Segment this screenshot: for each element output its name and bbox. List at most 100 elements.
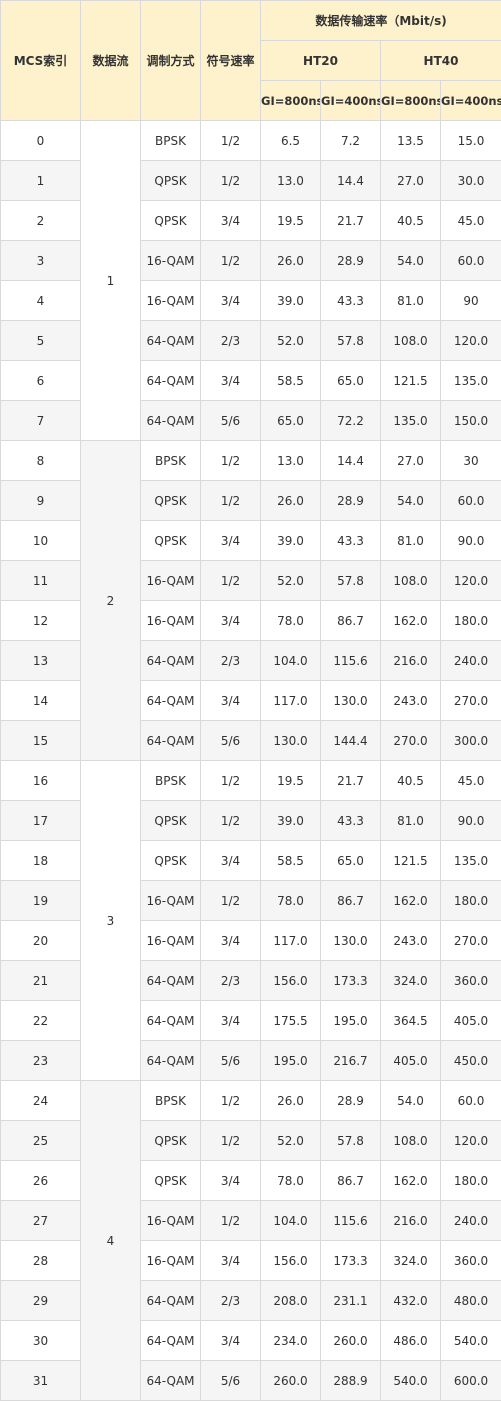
cell-modulation: 16-QAM <box>140 920 201 961</box>
cell-mcs-index: 8 <box>0 440 81 481</box>
cell-ht40-gi400: 30.0 <box>439 160 501 201</box>
cell-ht40-gi400: 15.0 <box>439 120 501 161</box>
cell-ht40-gi800: 216.0 <box>380 640 441 681</box>
cell-ht20-gi800: 19.5 <box>260 200 321 241</box>
cell-ht40-gi800: 324.0 <box>380 1240 441 1281</box>
cell-ht40-gi800: 13.5 <box>380 120 441 161</box>
cell-ht20-gi800: 39.0 <box>260 280 321 321</box>
cell-ht20-gi400: 86.7 <box>320 880 381 921</box>
table-header: MCS索引 数据流 调制方式 符号速率 数据传输速率（Mbit/s) HT20 … <box>0 0 501 121</box>
cell-coding-rate: 1/2 <box>200 1200 261 1241</box>
table-row: 3 16-QAM 1/2 26.0 28.9 54.0 60.0 <box>0 240 501 281</box>
table-row: 7 64-QAM 5/6 65.0 72.2 135.0 150.0 <box>0 400 501 441</box>
cell-mcs-index: 16 <box>0 760 81 801</box>
cell-ht20-gi400: 28.9 <box>320 240 381 281</box>
cell-modulation: QPSK <box>140 800 201 841</box>
cell-ht20-gi800: 26.0 <box>260 240 321 281</box>
cell-coding-rate: 2/3 <box>200 320 261 361</box>
table-row: 11 16-QAM 1/2 52.0 57.8 108.0 120.0 <box>0 560 501 601</box>
cell-ht40-gi400: 240.0 <box>439 1200 501 1241</box>
cell-ht40-gi400: 600.0 <box>439 1360 501 1401</box>
cell-coding-rate: 3/4 <box>200 600 261 641</box>
cell-modulation: 16-QAM <box>140 880 201 921</box>
cell-ht20-gi400: 28.9 <box>320 480 381 521</box>
cell-ht40-gi800: 364.5 <box>380 1000 441 1041</box>
cell-modulation: 64-QAM <box>140 320 201 361</box>
cell-ht40-gi800: 486.0 <box>380 1320 441 1361</box>
table-row: 25 QPSK 1/2 52.0 57.8 108.0 120.0 <box>0 1120 501 1161</box>
cell-ht40-gi400: 135.0 <box>439 840 501 881</box>
cell-ht20-gi400: 173.3 <box>320 960 381 1001</box>
cell-mcs-index: 27 <box>0 1200 81 1241</box>
table-row: 27 16-QAM 1/2 104.0 115.6 216.0 240.0 <box>0 1200 501 1241</box>
cell-ht40-gi400: 540.0 <box>439 1320 501 1361</box>
table-row: 1 QPSK 1/2 13.0 14.4 27.0 30.0 <box>0 160 501 201</box>
table-row: 24 4 BPSK 1/2 26.0 28.9 54.0 60.0 <box>0 1080 501 1401</box>
header-data-rate: 数据传输速率（Mbit/s) <box>259 0 501 41</box>
cell-ht40-gi400: 270.0 <box>439 680 501 721</box>
cell-ht40-gi400: 180.0 <box>439 880 501 921</box>
cell-ht40-gi800: 54.0 <box>380 240 441 281</box>
cell-ht20-gi800: 234.0 <box>260 1320 321 1361</box>
cell-modulation: BPSK <box>140 1080 201 1121</box>
cell-ht20-gi800: 156.0 <box>260 960 321 1001</box>
cell-modulation: BPSK <box>140 440 201 481</box>
cell-ht40-gi800: 162.0 <box>380 880 441 921</box>
cell-coding-rate: 3/4 <box>200 840 261 881</box>
cell-ht20-gi400: 195.0 <box>320 1000 381 1041</box>
cell-ht40-gi800: 40.5 <box>380 760 441 801</box>
cell-mcs-index: 9 <box>0 480 81 521</box>
cell-coding-rate: 1/2 <box>200 760 261 801</box>
cell-mcs-index: 31 <box>0 1360 81 1401</box>
header-ht20-gi800: GI=800ns <box>260 80 321 121</box>
cell-ht40-gi800: 108.0 <box>380 560 441 601</box>
cell-coding-rate: 1/2 <box>200 480 261 521</box>
cell-mcs-index: 14 <box>0 680 81 721</box>
table-row: 23 64-QAM 5/6 195.0 216.7 405.0 450.0 <box>0 1040 501 1081</box>
cell-ht40-gi400: 60.0 <box>439 240 501 281</box>
cell-ht40-gi800: 81.0 <box>380 800 441 841</box>
cell-ht40-gi400: 180.0 <box>439 1160 501 1201</box>
cell-ht20-gi800: 26.0 <box>260 1080 321 1121</box>
cell-ht20-gi800: 78.0 <box>260 1160 321 1201</box>
cell-ht20-gi800: 39.0 <box>260 520 321 561</box>
cell-coding-rate: 5/6 <box>200 720 261 761</box>
cell-mcs-index: 12 <box>0 600 81 641</box>
table-row: 8 2 BPSK 1/2 13.0 14.4 27.0 30 <box>0 440 501 761</box>
cell-ht40-gi800: 54.0 <box>380 1080 441 1121</box>
cell-coding-rate: 3/4 <box>200 1320 261 1361</box>
cell-modulation: QPSK <box>140 1120 201 1161</box>
header-ht40-gi800: GI=800ns <box>380 80 441 121</box>
cell-coding-rate: 5/6 <box>200 1040 261 1081</box>
cell-mcs-index: 23 <box>0 1040 81 1081</box>
cell-ht40-gi800: 270.0 <box>380 720 441 761</box>
cell-ht20-gi400: 57.8 <box>320 1120 381 1161</box>
cell-mcs-index: 25 <box>0 1120 81 1161</box>
cell-stream-count: 3 <box>80 760 141 1081</box>
cell-ht40-gi400: 180.0 <box>439 600 501 641</box>
cell-modulation: 64-QAM <box>140 1360 201 1401</box>
cell-modulation: 64-QAM <box>140 680 201 721</box>
cell-coding-rate: 3/4 <box>200 1240 261 1281</box>
cell-ht20-gi800: 156.0 <box>260 1240 321 1281</box>
table-row: 16 3 BPSK 1/2 19.5 21.7 40.5 45.0 <box>0 760 501 1081</box>
cell-modulation: 64-QAM <box>140 1040 201 1081</box>
cell-ht40-gi400: 480.0 <box>439 1280 501 1321</box>
table-row: 14 64-QAM 3/4 117.0 130.0 243.0 270.0 <box>0 680 501 721</box>
cell-mcs-index: 21 <box>0 960 81 1001</box>
cell-mcs-index: 24 <box>0 1080 81 1121</box>
cell-ht20-gi800: 19.5 <box>260 760 321 801</box>
cell-ht20-gi800: 6.5 <box>260 120 321 161</box>
cell-ht20-gi800: 52.0 <box>260 560 321 601</box>
table-row: 31 64-QAM 5/6 260.0 288.9 540.0 600.0 <box>0 1360 501 1401</box>
cell-ht20-gi800: 13.0 <box>260 160 321 201</box>
cell-coding-rate: 3/4 <box>200 1160 261 1201</box>
cell-ht40-gi800: 432.0 <box>380 1280 441 1321</box>
cell-ht40-gi400: 405.0 <box>439 1000 501 1041</box>
cell-mcs-index: 2 <box>0 200 81 241</box>
header-ht40: HT40 <box>379 40 501 81</box>
table-row: 30 64-QAM 3/4 234.0 260.0 486.0 540.0 <box>0 1320 501 1361</box>
cell-mcs-index: 18 <box>0 840 81 881</box>
cell-mcs-index: 7 <box>0 400 81 441</box>
